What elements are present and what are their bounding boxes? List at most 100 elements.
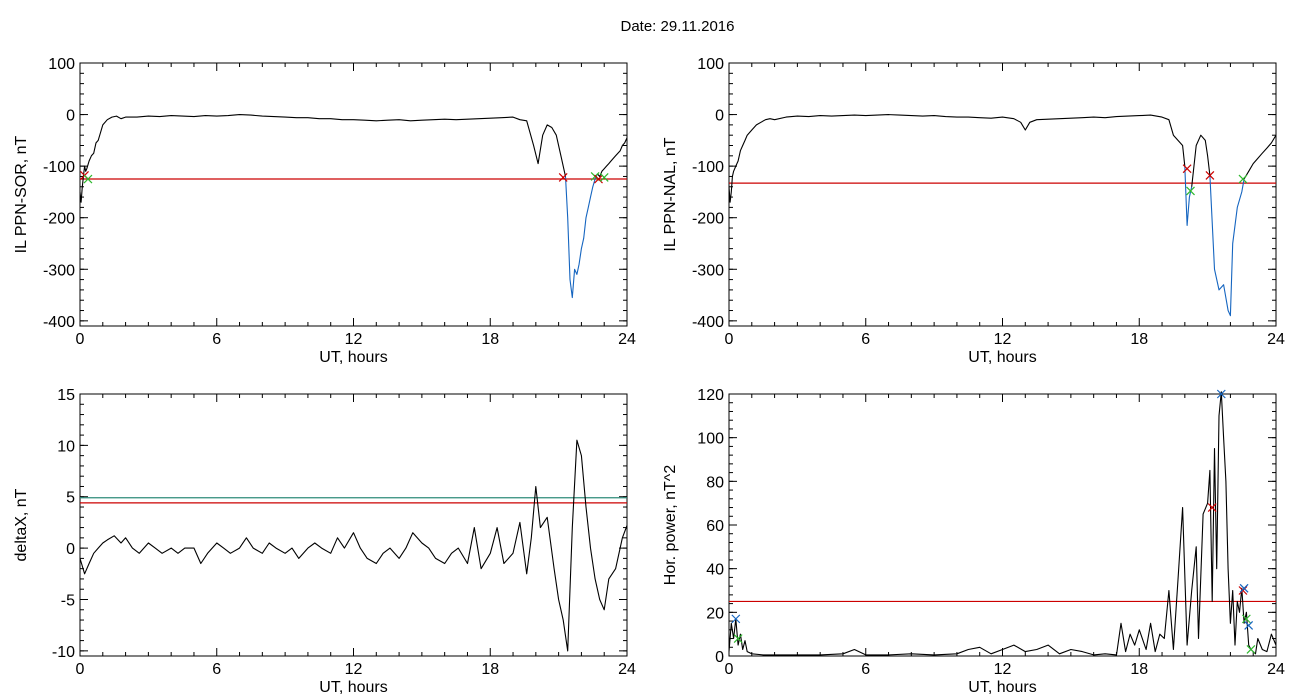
y-tick-label: 80 bbox=[706, 474, 724, 491]
y-tick-label: 100 bbox=[48, 56, 75, 73]
figure-title: Date: 29.11.2016 bbox=[620, 18, 735, 35]
marker-stroke bbox=[1182, 164, 1192, 174]
event-marker bbox=[1238, 586, 1248, 595]
marker-stroke bbox=[1244, 621, 1254, 630]
x-tick-label: 6 bbox=[861, 661, 870, 678]
x-axis-label: UT, hours bbox=[319, 349, 387, 366]
marker-stroke bbox=[594, 174, 603, 184]
x-tick-label: 12 bbox=[994, 661, 1012, 678]
event-marker bbox=[558, 173, 568, 182]
marker-stroke bbox=[731, 614, 741, 624]
plot-frame bbox=[79, 62, 628, 327]
x-tick-label: 6 bbox=[212, 331, 221, 348]
x-tick-label: 24 bbox=[618, 661, 636, 678]
x-tick-label: 6 bbox=[861, 331, 870, 348]
y-tick-label: -400 bbox=[43, 314, 75, 331]
y-tick-label: -300 bbox=[692, 262, 724, 279]
marker-stroke bbox=[1186, 186, 1195, 196]
event-marker bbox=[599, 173, 609, 182]
event-marker bbox=[1205, 170, 1215, 180]
y-tick-label: 60 bbox=[706, 518, 724, 535]
marker-stroke bbox=[1238, 586, 1248, 595]
series-line-3 bbox=[1191, 134, 1211, 187]
x-tick-label: 0 bbox=[725, 661, 734, 678]
x-tick-label: 0 bbox=[76, 331, 85, 348]
x-axis-label: UT, hours bbox=[968, 349, 1036, 366]
marker-stroke bbox=[1239, 583, 1249, 593]
marker-stroke bbox=[1241, 614, 1251, 624]
series-line-4 bbox=[1209, 175, 1245, 317]
y-tick-label: -400 bbox=[692, 314, 724, 331]
plot-frame bbox=[728, 393, 1277, 657]
marker-stroke bbox=[599, 173, 609, 182]
x-tick-label: 18 bbox=[481, 331, 499, 348]
y-tick-label: 0 bbox=[715, 108, 724, 125]
plot-frame bbox=[79, 393, 628, 657]
event-marker bbox=[1207, 503, 1217, 512]
x-tick-label: 24 bbox=[1267, 661, 1285, 678]
x-tick-label: 12 bbox=[994, 331, 1012, 348]
event-marker bbox=[594, 174, 603, 184]
marker-stroke bbox=[1238, 174, 1248, 184]
event-marker bbox=[1238, 174, 1248, 184]
event-marker bbox=[1216, 389, 1226, 399]
marker-stroke bbox=[1246, 645, 1256, 654]
y-tick-label: -200 bbox=[692, 211, 724, 228]
y-tick-label: 0 bbox=[66, 541, 75, 558]
x-tick-label: 12 bbox=[345, 331, 363, 348]
series-line-1 bbox=[79, 114, 567, 203]
event-marker bbox=[1239, 583, 1249, 593]
y-tick-label: -100 bbox=[43, 159, 75, 176]
y-tick-label: 0 bbox=[715, 649, 724, 666]
y-tick-label: 0 bbox=[66, 108, 75, 125]
y-tick-label: 100 bbox=[697, 431, 724, 448]
series-line-1 bbox=[79, 439, 628, 652]
y-tick-label: -200 bbox=[43, 211, 75, 228]
y-axis-label: IL PPN-NAL, nT bbox=[662, 137, 679, 251]
series-line-2 bbox=[564, 173, 598, 299]
y-tick-label: -5 bbox=[61, 592, 75, 609]
marker-stroke bbox=[733, 634, 743, 643]
y-tick-label: 40 bbox=[706, 562, 724, 579]
chart-panel-1: 0 6 12 18 24 100 0 -100 -200 -300 -400 UT, hours IL … bbox=[13, 56, 636, 366]
marker-stroke bbox=[1207, 503, 1217, 512]
series-line-5 bbox=[1243, 134, 1277, 180]
event-marker bbox=[733, 634, 743, 643]
y-tick-label: 20 bbox=[706, 605, 724, 622]
event-marker bbox=[1182, 164, 1192, 174]
event-marker bbox=[1246, 645, 1256, 654]
chart-panel-2: 0 6 12 18 24 100 0 -100 -200 -300 -400 UT, hours IL … bbox=[662, 56, 1285, 366]
marker-stroke bbox=[1216, 389, 1226, 399]
x-tick-label: 18 bbox=[481, 661, 499, 678]
y-axis-label: IL PPN-SOR, nT bbox=[13, 135, 30, 253]
y-tick-label: -10 bbox=[52, 644, 75, 661]
series-line-1 bbox=[728, 391, 1277, 656]
y-tick-label: -300 bbox=[43, 262, 75, 279]
y-tick-label: 5 bbox=[66, 490, 75, 507]
y-axis-label: Hor. power, nT^2 bbox=[662, 465, 679, 586]
x-tick-label: 0 bbox=[76, 661, 85, 678]
x-axis-label: UT, hours bbox=[968, 679, 1036, 696]
marker-stroke bbox=[558, 173, 568, 182]
y-tick-label: 15 bbox=[57, 387, 75, 404]
marker-stroke bbox=[1205, 170, 1215, 180]
x-tick-label: 24 bbox=[618, 331, 636, 348]
x-tick-label: 18 bbox=[1130, 661, 1148, 678]
chart-panel-3: 0 6 12 18 24 15 10 5 0 -5 -10 UT, hours deltaX, nT bbox=[13, 387, 636, 696]
event-marker bbox=[1186, 186, 1195, 196]
chart-panel-4: 0 6 12 18 24 120 100 80 60 40 20 0 UT, hours Hor. pow… bbox=[662, 387, 1285, 696]
x-tick-label: 6 bbox=[212, 661, 221, 678]
y-tick-label: 120 bbox=[697, 387, 724, 404]
y-tick-label: -100 bbox=[692, 159, 724, 176]
x-tick-label: 18 bbox=[1130, 331, 1148, 348]
x-tick-label: 24 bbox=[1267, 331, 1285, 348]
event-marker bbox=[1241, 614, 1251, 624]
y-tick-label: 100 bbox=[697, 56, 724, 73]
series-line-2 bbox=[1184, 166, 1193, 226]
y-tick-label: 10 bbox=[57, 438, 75, 455]
event-marker bbox=[1244, 621, 1254, 630]
series-line-1 bbox=[728, 114, 1186, 203]
x-tick-label: 12 bbox=[345, 661, 363, 678]
